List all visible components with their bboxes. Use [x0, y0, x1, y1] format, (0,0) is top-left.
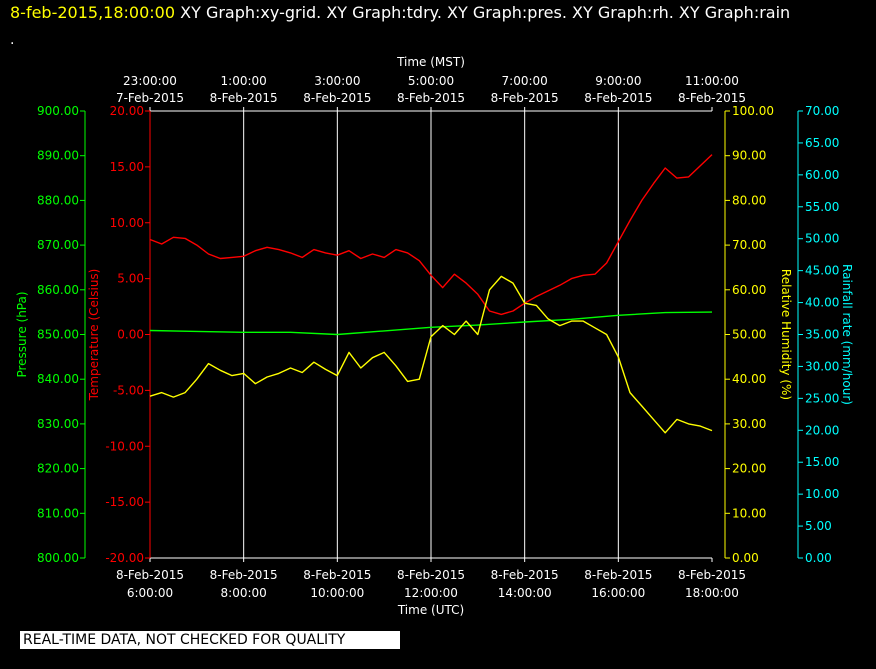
humidity-tick-label: 30.00	[732, 417, 766, 431]
x-bottom-tick-date: 8-Feb-2015	[584, 568, 652, 582]
x-top-tick-date: 8-Feb-2015	[678, 91, 746, 105]
x-bottom-tick-date: 8-Feb-2015	[210, 568, 278, 582]
header-dot: .	[10, 32, 15, 48]
temperature-tick-label: -15.00	[105, 495, 144, 509]
x-top-tick-date: 8-Feb-2015	[584, 91, 652, 105]
rain-tick-label: 25.00	[805, 391, 839, 405]
x-bottom-tick-date: 8-Feb-2015	[116, 568, 184, 582]
pressure-tick-label: 850.00	[37, 328, 79, 342]
temperature-axis-label: Temperature (Celsius)	[87, 269, 101, 402]
pressure-tick-label: 800.00	[37, 551, 79, 565]
rain-tick-label: 65.00	[805, 136, 839, 150]
rain-tick-label: 35.00	[805, 328, 839, 342]
rain-tick-label: 60.00	[805, 168, 839, 182]
rain-tick-label: 5.00	[805, 519, 832, 533]
x-bottom-tick-time: 8:00:00	[221, 586, 267, 600]
pressure-tick-label: 870.00	[37, 238, 79, 252]
rain-tick-label: 45.00	[805, 264, 839, 278]
x-top-tick-time: 7:00:00	[502, 74, 548, 88]
x-top-tick-date: 8-Feb-2015	[303, 91, 371, 105]
pressure-tick-label: 840.00	[37, 372, 79, 386]
x-bottom-tick-date: 8-Feb-2015	[491, 568, 559, 582]
x-top-tick-time: 23:00:00	[123, 74, 177, 88]
humidity-tick-label: 10.00	[732, 506, 766, 520]
pressure-tick-label: 860.00	[37, 283, 79, 297]
x-bottom-tick-time: 10:00:00	[310, 586, 364, 600]
temperature-tick-label: 0.00	[117, 328, 144, 342]
timestamp-text: 8-feb-2015,18:00:00	[10, 3, 176, 22]
humidity-tick-label: 90.00	[732, 149, 766, 163]
rain-axis-label: Rainfall rate (mm/hour)	[840, 264, 854, 405]
x-bottom-axis-label: Time (UTC)	[397, 603, 464, 617]
labels-layer: 23:00:00 7-Feb-2015 8-Feb-2015 6:00:00 1:00:…	[15, 55, 854, 617]
x-top-tick-date: 8-Feb-2015	[210, 91, 278, 105]
humidity-series-line	[149, 275, 713, 434]
rain-tick-label: 30.00	[805, 359, 839, 373]
graph-titles: XY Graph:xy-grid. XY Graph:tdry. XY Grap…	[175, 3, 791, 22]
temperature-tick-label: -20.00	[105, 551, 144, 565]
x-bottom-tick-date: 8-Feb-2015	[397, 568, 465, 582]
x-bottom-tick-date: 8-Feb-2015	[303, 568, 371, 582]
x-top-tick-time: 3:00:00	[314, 74, 360, 88]
x-top-tick-time: 5:00:00	[408, 74, 454, 88]
temperature-tick-label: -5.00	[113, 383, 144, 397]
rain-tick-label: 40.00	[805, 296, 839, 310]
humidity-tick-label: 60.00	[732, 283, 766, 297]
rain-tick-label: 10.00	[805, 487, 839, 501]
pressure-tick-label: 890.00	[37, 149, 79, 163]
pressure-tick-label: 810.00	[37, 506, 79, 520]
humidity-tick-label: 70.00	[732, 238, 766, 252]
axes-layer	[80, 107, 803, 562]
x-top-tick-time: 9:00:00	[595, 74, 641, 88]
humidity-tick-label: 80.00	[732, 193, 766, 207]
x-top-tick-date: 8-Feb-2015	[397, 91, 465, 105]
rain-tick-label: 20.00	[805, 423, 839, 437]
x-top-tick-date: 7-Feb-2015	[116, 91, 184, 105]
rain-tick-label: 50.00	[805, 232, 839, 246]
rain-tick-label: 70.00	[805, 104, 839, 118]
x-bottom-tick-time: 18:00:00	[685, 586, 739, 600]
x-bottom-tick-time: 16:00:00	[591, 586, 645, 600]
x-bottom-tick-time: 14:00:00	[498, 586, 552, 600]
x-bottom-tick-date: 8-Feb-2015	[678, 568, 746, 582]
pressure-axis-label: Pressure (hPa)	[15, 291, 29, 377]
pressure-tick-label: 880.00	[37, 193, 79, 207]
x-top-axis-label: Time (MST)	[396, 55, 465, 69]
series-layer	[149, 154, 713, 434]
temperature-tick-label: 20.00	[110, 104, 144, 118]
temperature-tick-label: -10.00	[105, 439, 144, 453]
temperature-series-line	[149, 154, 713, 316]
humidity-tick-label: 0.00	[732, 551, 759, 565]
x-top-tick-date: 8-Feb-2015	[491, 91, 559, 105]
humidity-tick-label: 50.00	[732, 328, 766, 342]
pressure-tick-label: 900.00	[37, 104, 79, 118]
grid-layer	[243, 111, 619, 558]
x-top-tick-time: 1:00:00	[221, 74, 267, 88]
humidity-tick-label: 20.00	[732, 462, 766, 476]
quality-warning-banner: REAL-TIME DATA, NOT CHECKED FOR QUALITY	[20, 631, 400, 649]
x-bottom-tick-time: 6:00:00	[127, 586, 173, 600]
temperature-tick-label: 15.00	[110, 160, 144, 174]
pressure-series-line	[149, 311, 713, 336]
window-title: 8-feb-2015,18:00:00 XY Graph:xy-grid. XY…	[10, 3, 790, 22]
pressure-tick-label: 830.00	[37, 417, 79, 431]
x-bottom-tick-time: 12:00:00	[404, 586, 458, 600]
rain-tick-label: 15.00	[805, 455, 839, 469]
pressure-tick-label: 820.00	[37, 462, 79, 476]
humidity-axis-label: Relative Humidity (%)	[779, 269, 793, 400]
humidity-tick-label: 40.00	[732, 372, 766, 386]
humidity-tick-label: 100.00	[732, 104, 774, 118]
rain-tick-label: 0.00	[805, 551, 832, 565]
temperature-tick-label: 10.00	[110, 216, 144, 230]
x-top-tick-time: 11:00:00	[685, 74, 739, 88]
temperature-tick-label: 5.00	[117, 272, 144, 286]
rain-tick-label: 55.00	[805, 200, 839, 214]
